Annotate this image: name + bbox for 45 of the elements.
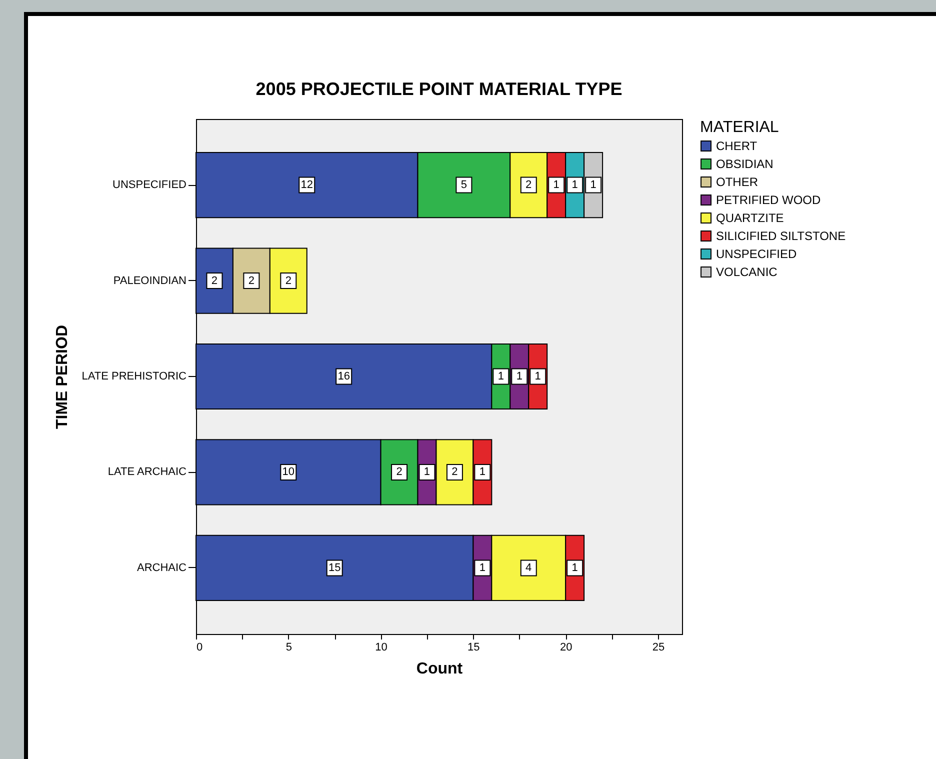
legend-label: SILICIFIED SILTSTONE: [716, 229, 846, 243]
legend-label: CHERT: [716, 139, 758, 153]
data-label: 1: [572, 179, 578, 192]
data-label: 2: [526, 179, 532, 192]
data-label: 1: [553, 179, 560, 192]
legend-label: QUARTZITE: [716, 211, 784, 225]
data-label: 1: [498, 370, 504, 382]
data-label: 2: [285, 274, 292, 287]
y-tick-label: PALEOINDIAN: [113, 274, 187, 287]
data-label: 10: [282, 466, 295, 478]
legend-label: VOLCANIC: [716, 265, 778, 279]
data-label: 4: [526, 562, 532, 574]
legend-label: OBSIDIAN: [716, 157, 774, 171]
data-label: 1: [479, 562, 486, 574]
data-label: 16: [338, 370, 350, 382]
data-label: 1: [479, 466, 486, 478]
data-label: 1: [534, 370, 541, 382]
y-tick-label: LATE PREHISTORIC: [82, 370, 187, 382]
y-tick-label: UNSPECIFIED: [112, 179, 187, 192]
legend-title: MATERIAL: [700, 119, 779, 136]
x-tick-label: 15: [468, 642, 480, 654]
data-label: 15: [328, 562, 341, 574]
x-tick-label: 10: [375, 642, 388, 654]
data-label: 5: [460, 179, 468, 192]
data-label: 1: [424, 466, 430, 478]
x-tick-label: 25: [652, 642, 665, 654]
legend-label: OTHER: [716, 175, 758, 189]
x-tick-label: 20: [560, 642, 572, 654]
data-label: 1: [590, 179, 596, 192]
chart-title: 2005 PROJECTILE POINT MATERIAL TYPE: [256, 79, 622, 99]
data-label: 2: [211, 274, 218, 287]
legend-label: PETRIFIED WOOD: [716, 193, 821, 207]
data-label: 1: [572, 562, 578, 574]
x-tick-label: 5: [286, 642, 292, 654]
y-tick-label: ARCHAIC: [136, 562, 187, 574]
data-label: 2: [452, 466, 458, 478]
data-label: 2: [396, 466, 402, 478]
x-axis-title: Count: [416, 660, 464, 678]
x-tick-label: 0: [196, 642, 203, 654]
data-label: 2: [248, 274, 254, 287]
y-tick-label: LATE ARCHAIC: [108, 466, 187, 478]
data-label: 12: [300, 179, 313, 192]
y-axis-title: TIME PERIOD: [54, 324, 71, 430]
data-label: 1: [516, 370, 522, 382]
legend-label: UNSPECIFIED: [716, 247, 798, 261]
